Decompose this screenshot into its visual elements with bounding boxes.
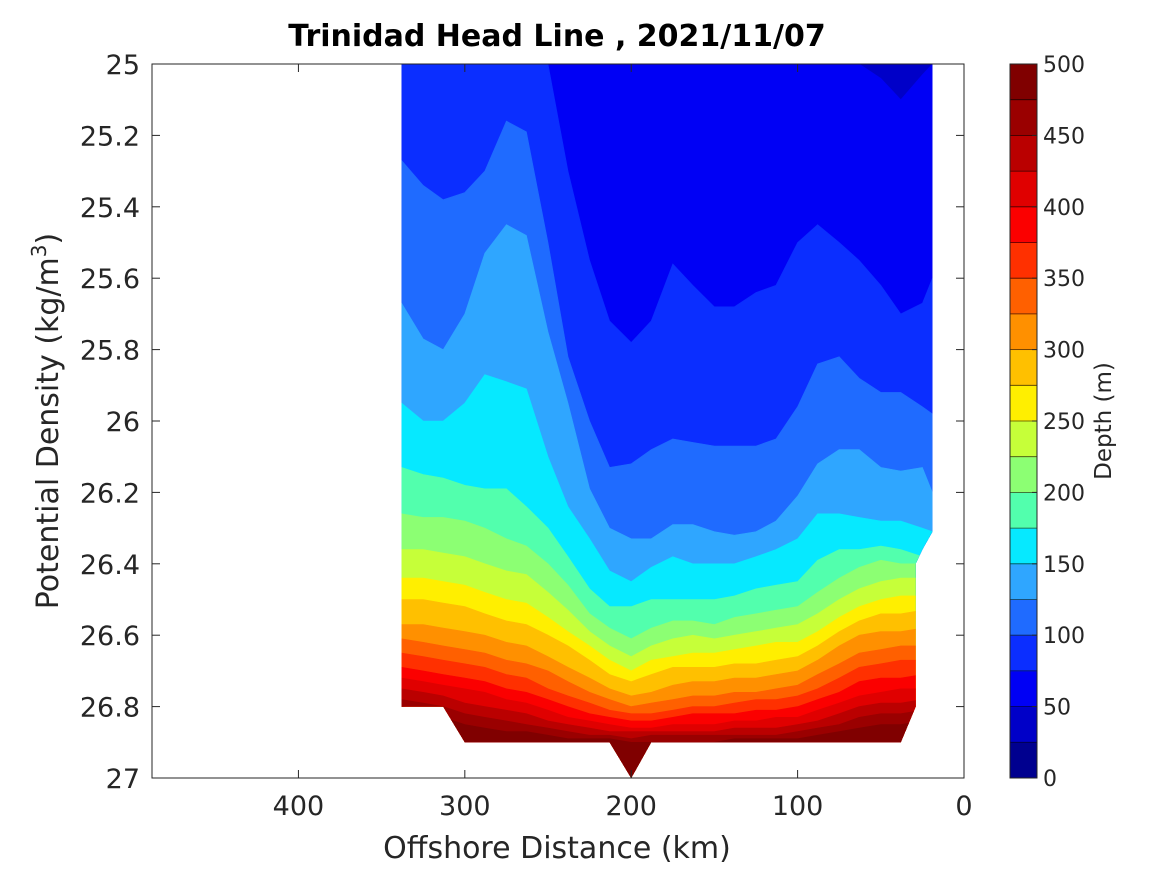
colorbar: 0 50 100 150 200 250 300 350 400 450 500: [1009, 53, 1085, 792]
colorbar-tick-label: 400: [1043, 196, 1085, 221]
colorbar-segment: [1010, 599, 1037, 636]
colorbar-label: Depth (m): [1091, 362, 1117, 480]
x-tick-label: 100: [772, 791, 824, 822]
x-tick-label: 300: [439, 791, 491, 822]
colorbar-segment: [1010, 635, 1037, 672]
chart-title: Trinidad Head Line , 2021/11/07: [288, 19, 825, 54]
colorbar-tick-label: 50: [1043, 696, 1071, 721]
colorbar-tick-label: 500: [1043, 53, 1085, 78]
colorbar-tick-label: 350: [1043, 267, 1085, 292]
y-tick-label: 26.6: [80, 621, 140, 652]
y-tick-label: 26: [106, 407, 140, 438]
colorbar-tick-label: 200: [1043, 481, 1085, 506]
colorbar-tick-label: 250: [1043, 410, 1085, 435]
colorbar-segment: [1010, 421, 1037, 458]
colorbar-tick-label: 450: [1043, 124, 1085, 149]
colorbar-tick-label: 300: [1043, 339, 1085, 364]
colorbar-segment: [1010, 349, 1037, 386]
colorbar-segment: [1010, 206, 1037, 243]
colorbar-segment: [1010, 99, 1037, 136]
colorbar-segment: [1010, 670, 1037, 708]
colorbar-tick-label: 100: [1043, 624, 1085, 649]
colorbar-tick-label: 0: [1043, 767, 1057, 792]
x-tick-label: 200: [605, 791, 657, 822]
colorbar-segment: [1010, 278, 1037, 315]
y-tick-label: 26.2: [80, 478, 140, 509]
y-tick-label: 27: [106, 764, 140, 795]
y-tick-label: 26.4: [80, 550, 140, 581]
colorbar-segment: [1010, 385, 1037, 422]
colorbar-segment: [1010, 171, 1037, 208]
colorbar-segment: [1010, 492, 1037, 529]
y-tick-label: 25.8: [80, 336, 140, 367]
colorbar-tick-label: 150: [1043, 553, 1085, 578]
colorbar-segment: [1010, 313, 1037, 351]
y-tick-label: 25.6: [80, 264, 140, 295]
y-tick-label: 25: [106, 50, 140, 81]
x-tick-label: 400: [273, 791, 325, 822]
colorbar-segment: [1010, 64, 1037, 101]
colorbar-segment: [1010, 706, 1037, 743]
x-axis-label: Offshore Distance (km): [383, 831, 731, 866]
y-tick-label: 26.8: [80, 693, 140, 724]
colorbar-segment: [1010, 742, 1037, 779]
plot-area: [152, 64, 964, 778]
colorbar-segment: [1010, 528, 1037, 565]
y-tick-label: 25.2: [80, 121, 140, 152]
x-tick-label: 0: [955, 791, 972, 822]
contour-fills: [401, 64, 933, 778]
colorbar-segment: [1010, 456, 1037, 493]
y-axis-label: Potential Density (kg/m3): [27, 233, 66, 609]
axes: 400 300 200 100 0 25 25.2 25.4 25.6 25.8 26 26.2 26.…: [80, 50, 973, 822]
colorbar-segment: [1010, 242, 1037, 279]
y-tick-label: 25.4: [80, 193, 140, 224]
colorbar-segment: [1010, 135, 1037, 172]
colorbar-segment: [1010, 563, 1037, 600]
